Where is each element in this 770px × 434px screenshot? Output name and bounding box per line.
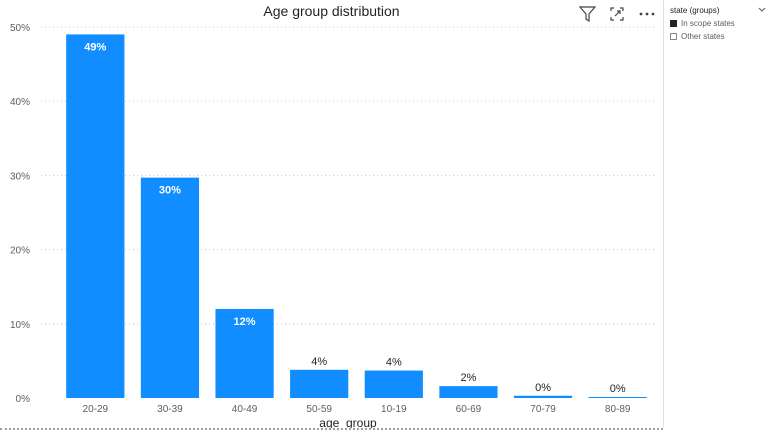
data-label: 49%: [84, 41, 106, 53]
data-label: 30%: [159, 185, 181, 197]
x-tick-label: 50-59: [306, 404, 332, 415]
slicer-item-in-scope[interactable]: In scope states: [670, 18, 766, 29]
x-tick-label: 60-69: [456, 404, 482, 415]
x-tick-label: 30-39: [157, 404, 183, 415]
slicer-item-label: Other states: [681, 32, 725, 41]
bar-80-89[interactable]: [588, 397, 647, 398]
bar-70-79[interactable]: [513, 395, 573, 398]
x-tick-label: 80-89: [605, 404, 631, 415]
bars: [66, 34, 647, 399]
chart-visual: Age group distribution 0% 10% 20% 30% 40% 50%…: [0, 3, 663, 430]
slicer-title: state (groups): [670, 5, 720, 15]
y-axis-ticks: 0% 10% 20% 30% 40% 50%: [10, 23, 30, 405]
data-labels: 49% 30% 12% 4% 4% 2% 0% 0%: [84, 41, 626, 395]
data-label: 0%: [610, 383, 626, 395]
y-tick-label: 0%: [16, 394, 31, 405]
x-tick-label: 70-79: [530, 404, 556, 415]
data-label: 12%: [234, 316, 256, 328]
y-tick-label: 10%: [10, 320, 30, 331]
slicer-header[interactable]: state (groups): [670, 4, 766, 16]
y-tick-label: 20%: [10, 246, 30, 257]
sidebar-divider: [663, 0, 664, 428]
visual-header-tools: [577, 5, 657, 23]
y-tick-label: 40%: [10, 97, 30, 108]
x-axis-ticks: 20-29 30-39 40-49 50-59 10-19 60-69 70-79 80-89: [83, 404, 631, 415]
focus-mode-icon[interactable]: [607, 5, 627, 23]
chart-title: Age group distribution: [263, 3, 400, 19]
x-axis-label: age_group: [319, 416, 377, 428]
bar-20-29[interactable]: [66, 34, 125, 399]
bar-10-19[interactable]: [364, 370, 423, 398]
gridlines: [41, 26, 655, 325]
filter-icon[interactable]: [577, 5, 597, 23]
x-tick-label: 20-29: [83, 404, 109, 415]
x-tick-label: 40-49: [232, 404, 258, 415]
more-options-icon[interactable]: [637, 5, 657, 23]
state-groups-slicer: state (groups) In scope states Other sta…: [670, 4, 766, 42]
slicer-item-label: In scope states: [681, 19, 735, 28]
x-tick-label: 10-19: [381, 404, 407, 415]
bar-40-49[interactable]: [215, 308, 274, 398]
checkbox-unchecked[interactable]: [670, 33, 677, 40]
bar-30-39[interactable]: [140, 177, 200, 398]
y-tick-label: 50%: [10, 23, 30, 34]
data-label: 4%: [311, 356, 327, 368]
y-tick-label: 30%: [10, 171, 30, 182]
data-label: 2%: [460, 372, 476, 384]
checkbox-checked[interactable]: [670, 20, 677, 27]
bar-chart: 0% 10% 20% 30% 40% 50% 49% 30% 12% 4% 4% 2% 0% 0% 20…: [10, 23, 655, 428]
data-label: 4%: [386, 357, 402, 369]
data-label: 0%: [535, 382, 551, 394]
bar-50-59[interactable]: [290, 369, 349, 398]
chevron-down-icon[interactable]: [758, 7, 766, 13]
bar-60-69[interactable]: [439, 386, 498, 398]
slicer-item-other[interactable]: Other states: [670, 31, 766, 42]
